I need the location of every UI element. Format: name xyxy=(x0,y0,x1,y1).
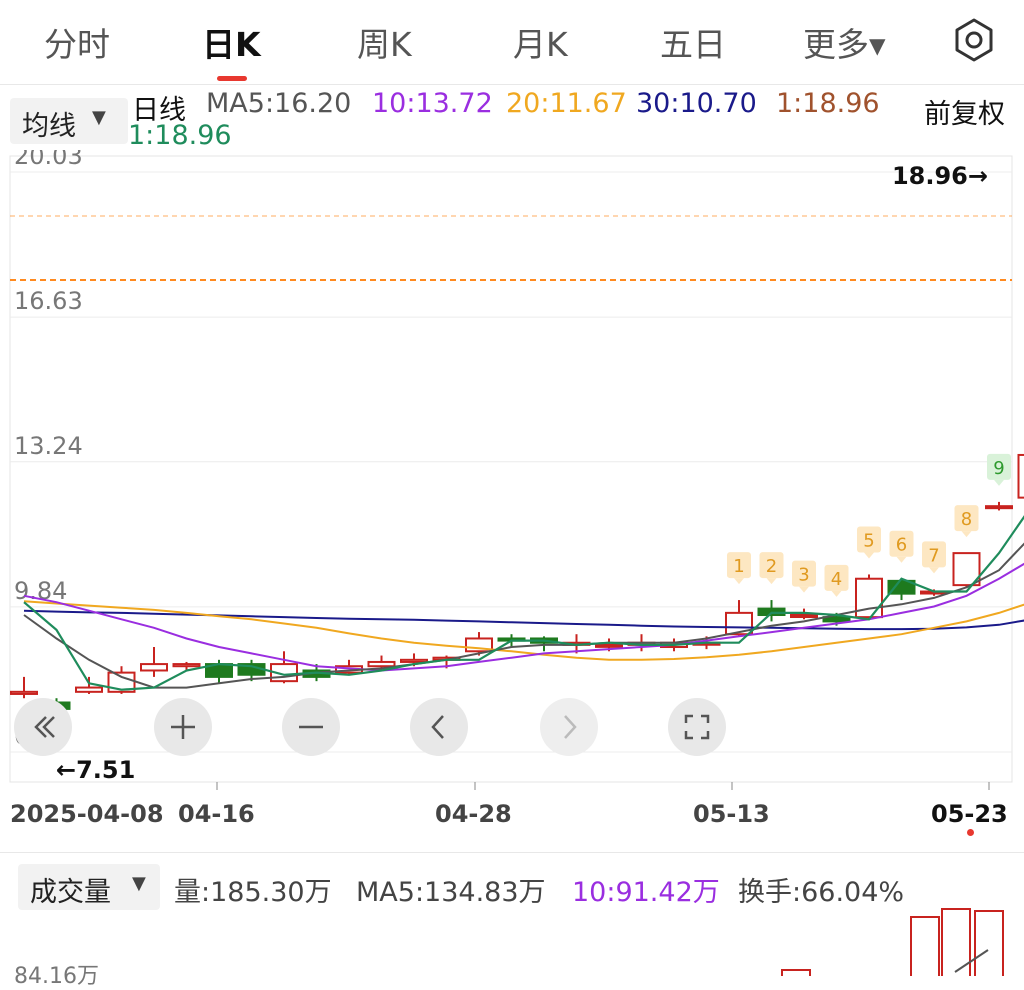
volume-ma5: MA5:134.83万 xyxy=(356,870,546,909)
scroll-left-button[interactable] xyxy=(410,698,468,756)
signal-marker-label: 7 xyxy=(928,545,939,566)
signal-marker-label: 9 xyxy=(993,458,1004,479)
guide-lines xyxy=(10,216,1012,280)
y-tick-label: 9.84 xyxy=(14,577,67,605)
candles xyxy=(11,218,1024,724)
legend-line1: 1:18.96 xyxy=(776,88,880,119)
signal-marker-pointer xyxy=(929,567,939,573)
volume-bars xyxy=(770,900,1020,976)
signal-marker-pointer xyxy=(799,587,809,593)
legend-ma5: MA5:16.20 xyxy=(206,88,351,119)
candle-body xyxy=(791,615,817,617)
y-tick-label: 13.24 xyxy=(14,432,83,460)
signal-marker-label: 8 xyxy=(961,509,972,530)
signal-marker-label: 6 xyxy=(896,535,907,556)
dropdown-arrow-icon: ▼ xyxy=(132,873,146,894)
ma10-line xyxy=(24,441,1024,670)
x-label-0428: 04-28 xyxy=(435,800,512,828)
signal-marker-pointer xyxy=(767,578,777,584)
volume-selector-label: 成交量 xyxy=(30,870,111,909)
min-price-label: ←7.51 xyxy=(56,756,135,784)
ma-lines xyxy=(24,218,1024,690)
active-tab-indicator xyxy=(217,76,247,81)
signal-marker-label: 1 xyxy=(733,556,744,577)
candle-body xyxy=(986,506,1012,508)
candle-body xyxy=(174,664,200,666)
signal-marker-label: 2 xyxy=(766,556,777,577)
tab-monthly-k[interactable]: 月K xyxy=(513,18,568,66)
period-tab-bar: 分时 日K 周K 月K 五日 更多▾ xyxy=(0,0,1024,85)
volume-selector-button[interactable]: 成交量 ▼ xyxy=(18,864,160,910)
signal-marker-label: 4 xyxy=(831,569,842,590)
candle-body xyxy=(401,660,427,662)
candle-body xyxy=(369,662,395,666)
candle-body xyxy=(596,645,622,647)
volume-y-tick: 84.16万 xyxy=(14,958,99,990)
volume-ma10: 10:91.42万 xyxy=(572,870,720,909)
tab-more[interactable]: 更多▾ xyxy=(803,18,886,66)
settings-gear-icon[interactable] xyxy=(950,16,998,64)
signal-marker-pointer xyxy=(864,552,874,558)
legend-ma20: 20:11.67 xyxy=(506,88,627,119)
candle-body xyxy=(76,688,102,692)
candle-body xyxy=(1019,455,1024,498)
scroll-right-button[interactable] xyxy=(540,698,598,756)
legend-line1-wrap: 1:18.96 xyxy=(128,120,232,151)
price-adjust-label[interactable]: 前复权 xyxy=(924,92,1005,131)
fullscreen-button[interactable] xyxy=(668,698,726,756)
signal-marker-pointer xyxy=(897,557,907,563)
signal-marker-pointer xyxy=(734,578,744,584)
x-label-start: 2025-04-08 xyxy=(10,800,164,828)
x-label-0523: 05-23 xyxy=(931,800,1008,828)
signal-marker-pointer xyxy=(994,480,1004,486)
signal-marker-pointer xyxy=(962,531,972,537)
x-label-0416: 04-16 xyxy=(178,800,255,828)
volume-value: 量:185.30万 xyxy=(174,870,332,909)
zoom-out-button[interactable] xyxy=(282,698,340,756)
x-label-0513: 05-13 xyxy=(693,800,770,828)
y-tick-label: 20.03 xyxy=(14,150,83,170)
chart-grid xyxy=(10,156,1012,790)
dropdown-arrow-icon: ▼ xyxy=(92,107,106,128)
candle-body xyxy=(141,664,167,670)
ma-selector-button[interactable]: 均线 ▼ xyxy=(10,98,128,144)
ma-selector-label: 均线 xyxy=(22,104,76,143)
chart-annotations: 18.96→ ←7.51 xyxy=(56,162,988,784)
scroll-left-fast-button[interactable] xyxy=(14,698,72,756)
max-price-label: 18.96→ xyxy=(892,162,988,190)
current-date-dot xyxy=(967,829,974,836)
zoom-in-button[interactable] xyxy=(154,698,212,756)
signal-marker-label: 3 xyxy=(798,565,809,586)
legend-ma10: 10:13.72 xyxy=(372,88,493,119)
y-tick-label: 16.63 xyxy=(14,287,83,315)
tab-intraday[interactable]: 分时 xyxy=(44,18,110,66)
tab-weekly-k[interactable]: 周K xyxy=(357,18,412,66)
tab-daily-k[interactable]: 日K xyxy=(202,18,261,66)
legend-ma30: 30:10.70 xyxy=(636,88,757,119)
signal-marker-label: 5 xyxy=(863,530,874,551)
signal-marker-pointer xyxy=(832,591,842,597)
tab-five-day[interactable]: 五日 xyxy=(660,18,726,66)
candle-body xyxy=(11,692,37,694)
